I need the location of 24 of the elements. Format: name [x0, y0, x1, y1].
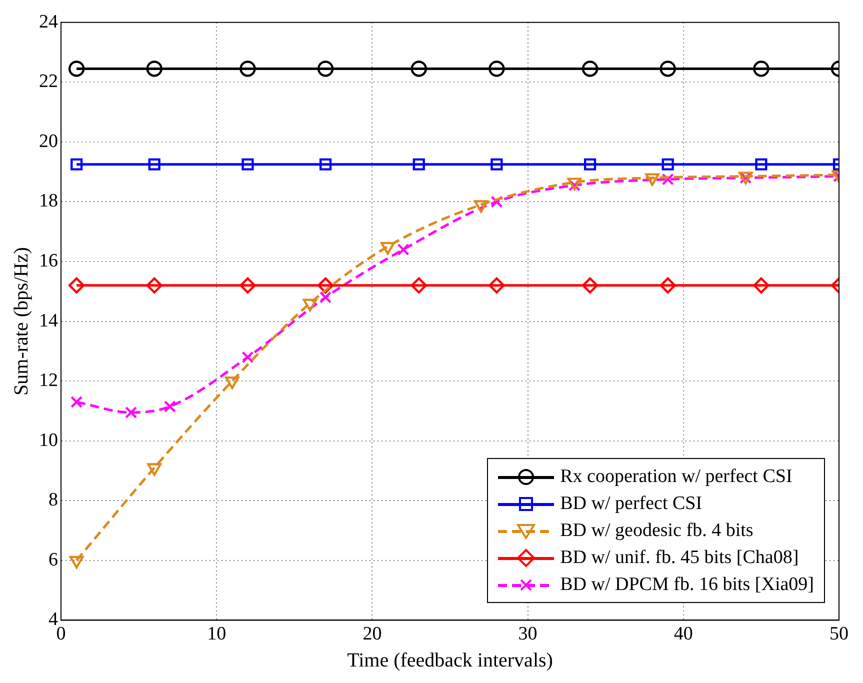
y-tick-label: 18 [39, 190, 58, 212]
y-tick-label: 16 [39, 250, 58, 272]
x-tick-label: 30 [518, 624, 538, 645]
legend-label: BD w/ DPCM fb. 16 bits [Xia09] [560, 574, 814, 596]
legend-label: Rx cooperation w/ perfect CSI [560, 466, 792, 488]
y-tick-label: 20 [39, 130, 58, 152]
y-tick-label: 24 [39, 11, 58, 32]
y-axis-title: Sum-rate (bps/Hz) [10, 247, 32, 396]
y-tick-label: 10 [39, 430, 58, 451]
x-axis-title: Time (feedback intervals) [347, 649, 553, 672]
y-tick-label: 8 [48, 490, 58, 511]
legend-label: BD w/ geodesic fb. 4 bits [560, 520, 754, 542]
y-tick-label: 22 [39, 71, 58, 92]
x-tick-label: 10 [207, 624, 226, 645]
y-tick-label: 6 [48, 549, 58, 570]
y-tick-label: 12 [39, 370, 58, 392]
x-tick-label: 20 [362, 624, 382, 645]
legend-label: BD w/ unif. fb. 45 bits [Cha08] [560, 546, 799, 568]
y-tick-label: 4 [48, 609, 58, 630]
x-tick-label: 0 [56, 624, 66, 645]
x-tick-label: 50 [830, 624, 848, 645]
legend-label: BD w/ perfect CSI [560, 492, 702, 514]
y-tick-label: 14 [39, 310, 58, 332]
x-tick-label: 40 [674, 624, 693, 645]
